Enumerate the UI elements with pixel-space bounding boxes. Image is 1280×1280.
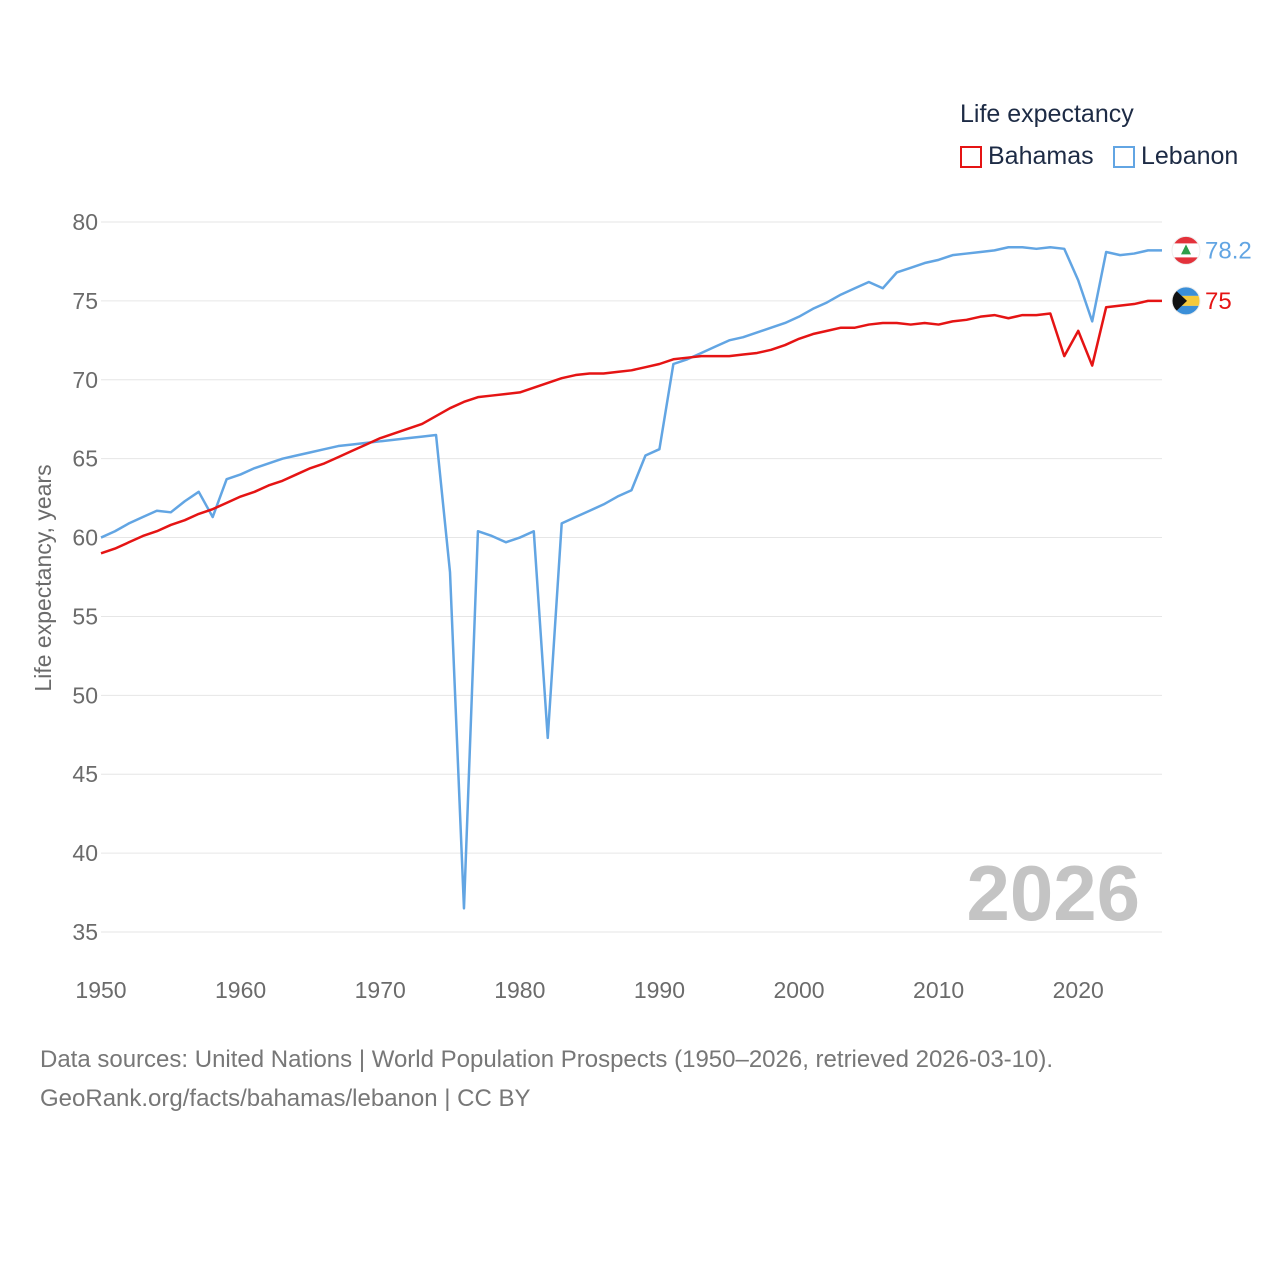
x-tick-label: 1970 <box>355 977 406 1003</box>
end-value-label-bahamas: 75 <box>1205 288 1232 315</box>
legend-swatch-lebanon <box>1113 145 1135 168</box>
grid-lines <box>101 221 1162 933</box>
x-tick-label: 1960 <box>215 977 266 1003</box>
x-tick-label: 1950 <box>75 977 126 1003</box>
attribution-link[interactable]: GeoRank.org/facts/bahamas/lebanon | CC B… <box>40 1085 531 1112</box>
legend-item-lebanon[interactable]: Lebanon <box>1113 142 1238 171</box>
y-tick-label: 35 <box>72 919 98 945</box>
legend-title: Life expectancy <box>960 100 1134 128</box>
y-tick-label: 70 <box>72 367 98 393</box>
legend-label-lebanon: Lebanon <box>1141 142 1239 170</box>
lebanon-flag-icon <box>1171 235 1201 265</box>
end-value-label-lebanon: 78.2 <box>1205 237 1252 264</box>
y-axis-ticks: 35 40 45 50 55 60 65 70 75 80 <box>72 209 98 945</box>
series-line-lebanon[interactable] <box>100 245 1162 910</box>
y-tick-label: 65 <box>72 446 98 472</box>
y-tick-label: 40 <box>72 840 98 866</box>
legend-label-bahamas: Bahamas <box>988 142 1094 170</box>
y-tick-label: 50 <box>72 682 98 708</box>
legend-item-bahamas[interactable]: Bahamas <box>960 142 1094 171</box>
x-tick-label: 1990 <box>634 977 685 1003</box>
x-tick-label: 1980 <box>494 977 545 1003</box>
x-axis-ticks: 1950 1960 1970 1980 1990 2000 2010 2020 <box>75 977 1103 1003</box>
bahamas-flag-icon <box>1171 286 1201 316</box>
series-lines <box>100 245 1162 910</box>
x-tick-label: 2010 <box>913 977 964 1003</box>
y-tick-label: 75 <box>72 288 98 314</box>
y-tick-label: 55 <box>72 603 98 629</box>
series-end-markers: 75 78.2 <box>1171 235 1252 316</box>
y-tick-label: 60 <box>72 525 98 551</box>
y-axis-title: Life expectancy, years <box>30 464 56 691</box>
data-source-text: Data sources: United Nations | World Pop… <box>40 1046 1054 1073</box>
x-tick-label: 2020 <box>1053 977 1104 1003</box>
x-tick-label: 2000 <box>773 977 824 1003</box>
year-watermark: 2026 <box>966 849 1140 937</box>
y-tick-label: 45 <box>72 761 98 787</box>
y-tick-label: 80 <box>72 209 98 235</box>
series-line-bahamas[interactable] <box>100 299 1162 555</box>
legend-swatch-bahamas <box>960 145 982 168</box>
